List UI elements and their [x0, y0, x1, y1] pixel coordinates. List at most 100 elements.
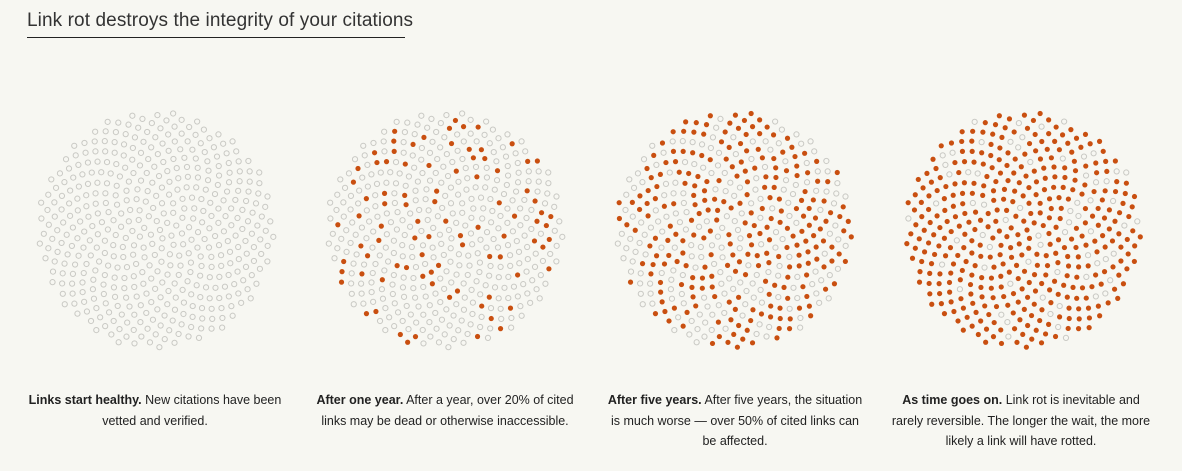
rotted-link-dot	[653, 253, 660, 259]
rotted-link-dot	[998, 327, 1004, 333]
rotted-link-dot	[1123, 180, 1129, 186]
rotted-link-dot	[957, 277, 963, 283]
healthy-link-dot	[818, 277, 825, 284]
healthy-link-dot	[244, 286, 251, 293]
rotted-link-dot	[796, 263, 802, 269]
healthy-link-dot	[939, 152, 946, 159]
healthy-link-dot	[470, 205, 477, 212]
rotted-link-dot	[964, 314, 970, 320]
healthy-link-dot	[111, 293, 119, 300]
healthy-link-dot	[372, 192, 379, 199]
healthy-link-dot	[170, 155, 177, 163]
healthy-link-dot	[753, 175, 760, 182]
healthy-link-dot	[517, 205, 524, 212]
healthy-link-dot	[146, 339, 154, 346]
rotted-link-dot	[1026, 184, 1032, 191]
rotted-link-dot	[950, 261, 957, 267]
healthy-link-dot	[44, 206, 51, 214]
rotted-link-dot	[938, 301, 944, 307]
rotted-link-dot	[947, 289, 953, 295]
healthy-link-dot	[623, 191, 630, 198]
rotted-link-dot	[1000, 261, 1006, 267]
healthy-link-dot	[394, 209, 401, 216]
rotted-link-dot	[732, 268, 739, 274]
healthy-link-dot	[512, 150, 519, 157]
rotted-link-dot	[470, 155, 476, 161]
healthy-link-dot	[772, 229, 780, 236]
healthy-link-dot	[835, 236, 842, 243]
rotted-link-dot	[1073, 244, 1079, 251]
rotted-link-dot	[1030, 117, 1037, 124]
healthy-link-dot	[198, 262, 205, 270]
rotted-link-dot	[912, 192, 918, 198]
healthy-link-dot	[188, 323, 195, 331]
healthy-link-dot	[246, 168, 253, 175]
healthy-link-dot	[403, 302, 410, 310]
rotted-link-dot	[672, 159, 679, 165]
rotted-link-dot	[647, 243, 653, 249]
rotted-link-dot	[1011, 326, 1018, 332]
rotted-link-dot	[845, 218, 851, 224]
rotted-link-dot	[1051, 164, 1057, 170]
healthy-link-dot	[88, 169, 95, 176]
healthy-link-dot	[360, 261, 368, 268]
healthy-link-dot	[767, 146, 774, 153]
healthy-link-dot	[445, 226, 453, 234]
healthy-link-dot	[532, 250, 539, 257]
rotted-link-dot	[1055, 237, 1062, 243]
healthy-link-dot	[551, 203, 558, 210]
rotted-link-dot	[805, 249, 811, 255]
rotted-link-dot	[919, 214, 925, 220]
rotted-link-dot	[652, 311, 659, 317]
healthy-link-dot	[122, 164, 129, 171]
healthy-link-dot	[1015, 144, 1022, 151]
rotted-link-dot	[721, 199, 727, 205]
rotted-link-dot	[475, 224, 481, 230]
healthy-link-dot	[756, 321, 763, 328]
rotted-link-dot	[794, 172, 800, 179]
healthy-link-dot	[347, 206, 354, 213]
healthy-link-dot	[135, 216, 142, 224]
healthy-link-dot	[249, 209, 256, 216]
rotted-link-dot	[1039, 138, 1045, 145]
healthy-link-dot	[436, 231, 443, 238]
healthy-link-dot	[834, 265, 842, 272]
healthy-link-dot	[1113, 168, 1120, 175]
healthy-link-dot	[67, 187, 74, 194]
rotted-link-dot	[793, 205, 800, 212]
rotted-link-dot	[363, 196, 369, 202]
rotted-link-dot	[1131, 258, 1137, 265]
healthy-link-dot	[217, 252, 225, 259]
healthy-link-dot	[101, 237, 108, 244]
healthy-link-dot	[334, 245, 341, 252]
healthy-link-dot	[488, 219, 495, 226]
rotted-link-dot	[990, 235, 996, 241]
rotted-link-dot	[962, 231, 968, 237]
healthy-link-dot	[737, 235, 744, 242]
healthy-link-dot	[198, 195, 205, 203]
rotted-link-dot	[963, 258, 969, 265]
rotted-link-dot	[1039, 307, 1045, 313]
healthy-link-dot	[66, 200, 73, 207]
healthy-link-dot	[75, 161, 82, 168]
healthy-link-dot	[500, 190, 508, 198]
rotted-link-dot	[1053, 224, 1059, 230]
healthy-link-dot	[670, 267, 677, 274]
healthy-link-dot	[40, 230, 47, 237]
healthy-link-dot	[544, 190, 551, 197]
healthy-link-dot	[126, 303, 133, 310]
rotted-link-dot	[979, 275, 985, 281]
healthy-link-dot	[112, 231, 119, 239]
rotted-link-dot	[728, 317, 734, 323]
rotted-link-dot	[764, 250, 770, 256]
rotted-link-dot	[814, 158, 820, 164]
healthy-link-dot	[170, 110, 177, 117]
healthy-link-dot	[45, 245, 52, 252]
rotted-link-dot	[1055, 260, 1061, 266]
healthy-link-dot	[652, 207, 659, 214]
rotted-link-dot	[1031, 168, 1037, 174]
healthy-link-dot	[173, 222, 180, 229]
healthy-link-dot	[206, 225, 213, 232]
rotted-link-dot	[764, 124, 770, 130]
rotted-link-dot	[636, 206, 643, 213]
